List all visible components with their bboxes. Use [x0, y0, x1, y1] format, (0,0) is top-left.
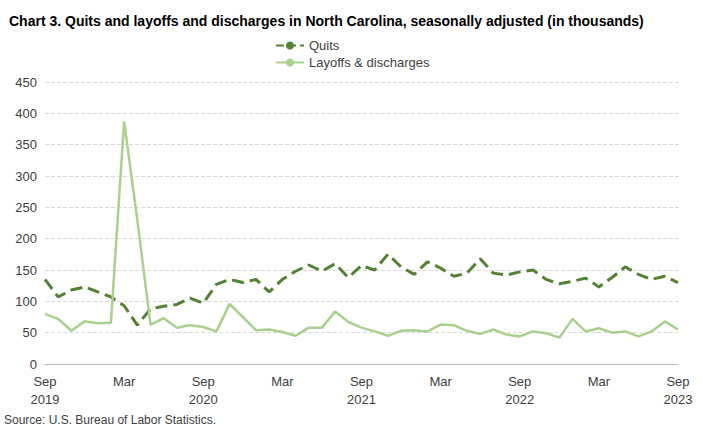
svg-text:Chart 3. Quits and layoffs and: Chart 3. Quits and layoffs and discharge…: [9, 13, 644, 29]
svg-text:Quits: Quits: [309, 38, 340, 53]
svg-text:Sep: Sep: [508, 374, 531, 389]
svg-text:Source: U.S. Bureau of Labor S: Source: U.S. Bureau of Labor Statistics.: [4, 413, 216, 427]
svg-text:Sep: Sep: [350, 374, 373, 389]
svg-text:2022: 2022: [505, 392, 534, 407]
svg-text:400: 400: [15, 106, 37, 121]
svg-text:2019: 2019: [31, 392, 60, 407]
svg-text:Mar: Mar: [271, 374, 294, 389]
svg-text:200: 200: [15, 231, 37, 246]
svg-text:Sep: Sep: [33, 374, 56, 389]
svg-text:450: 450: [15, 75, 37, 90]
svg-text:250: 250: [15, 200, 37, 215]
svg-text:Mar: Mar: [429, 374, 452, 389]
svg-text:50: 50: [23, 325, 37, 340]
svg-text:100: 100: [15, 294, 37, 309]
svg-text:150: 150: [15, 263, 37, 278]
svg-text:Sep: Sep: [666, 374, 689, 389]
svg-text:300: 300: [15, 169, 37, 184]
svg-text:Mar: Mar: [588, 374, 611, 389]
svg-text:2020: 2020: [189, 392, 218, 407]
svg-text:Layoffs & discharges: Layoffs & discharges: [309, 55, 430, 70]
svg-text:2021: 2021: [347, 392, 376, 407]
svg-text:350: 350: [15, 137, 37, 152]
svg-text:Sep: Sep: [192, 374, 215, 389]
svg-text:Mar: Mar: [113, 374, 136, 389]
svg-text:0: 0: [30, 357, 37, 372]
svg-text:2023: 2023: [664, 392, 693, 407]
